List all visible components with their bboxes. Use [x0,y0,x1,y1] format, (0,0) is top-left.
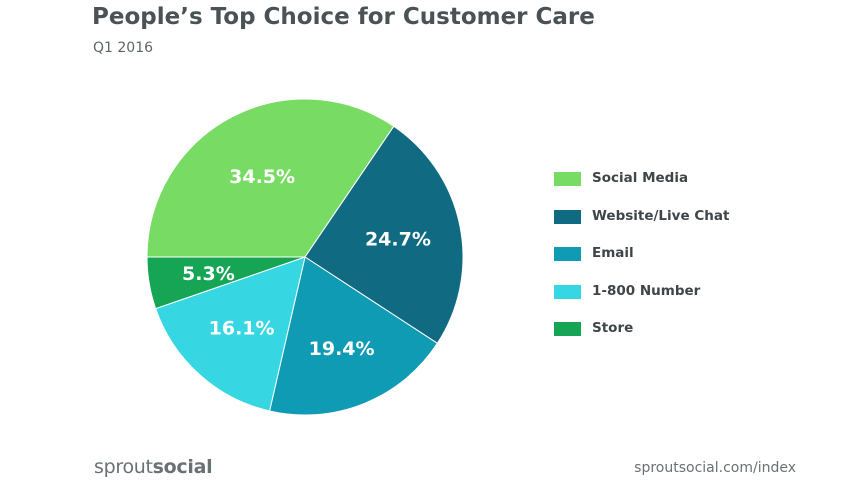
source-url: sproutsocial.com/index [634,460,796,476]
legend-swatch [554,172,581,186]
chart-subtitle: Q1 2016 [93,40,154,56]
legend-item-1-800-number: 1-800 Number [554,281,814,319]
legend-swatch [554,284,581,299]
legend-item-social-media: Social Media [554,168,814,206]
legend-swatch [554,209,581,224]
brand-logo-bold: social [152,456,213,478]
chart-legend: Social Media Website/Live Chat Email 1-8… [554,168,814,356]
pie-slice-website-live-chat [304,125,464,345]
legend-item-store: Store [554,318,814,356]
pie-slice-value-label: 34.5% [229,166,295,188]
pie-slice-value-label: 5.3% [182,263,235,285]
legend-label: Email [592,245,634,261]
legend-label: Social Media [592,170,689,186]
pie-slice-store [146,256,306,310]
brand-logo: sproutsocial [94,456,213,478]
chart-title: People’s Top Choice for Customer Care [92,4,595,30]
brand-logo-light: sprout [94,456,153,478]
pie-slice-value-label: 24.7% [365,228,431,250]
legend-label: Store [592,320,634,336]
legend-label: 1-800 Number [592,282,701,299]
pie-slice-value-label: 19.4% [309,338,375,360]
legend-item-email: Email [554,243,814,281]
legend-label: Website/Live Chat [592,207,730,224]
legend-swatch [554,322,581,336]
legend-item-website-live-chat: Website/Live Chat [554,206,814,244]
pie-slice-social-media [146,98,395,258]
pie-slice-value-label: 16.1% [209,318,275,340]
pie-slice-1-800-number [155,256,306,412]
pie-slice-email [268,256,439,416]
legend-swatch [554,247,581,261]
